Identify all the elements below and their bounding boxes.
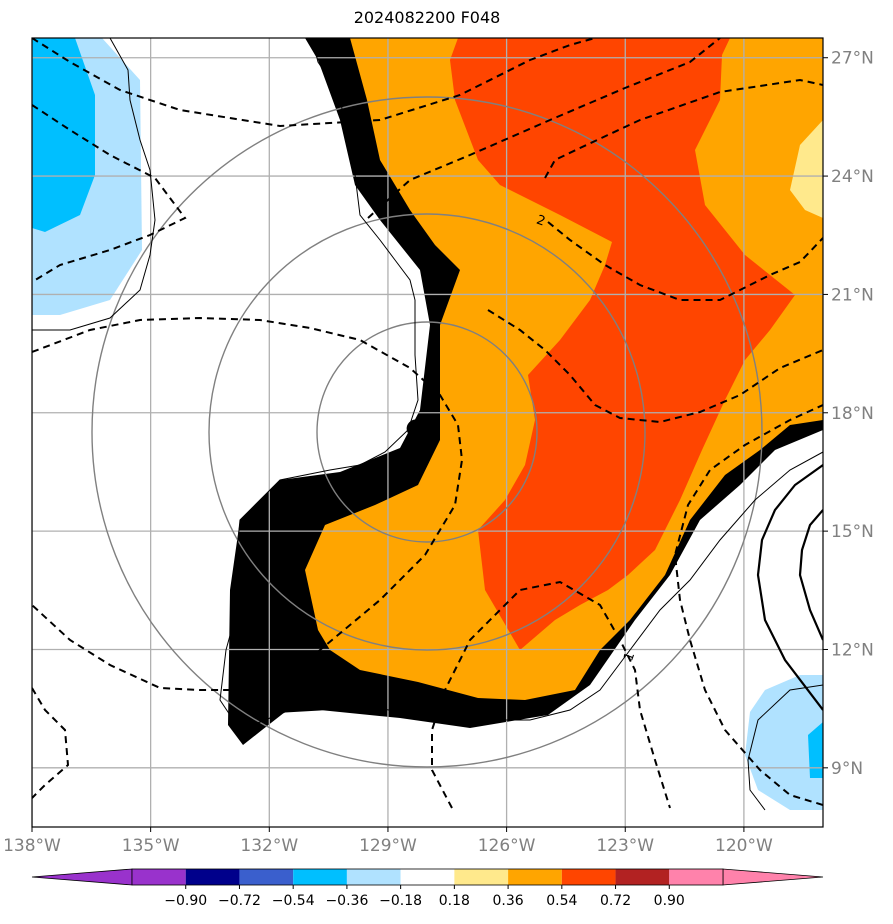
colorbar-tick-label: −0.18 bbox=[379, 893, 422, 909]
lon-tick-label: 129°W bbox=[359, 836, 417, 856]
colorbar-segment bbox=[669, 869, 723, 885]
lat-tick-label: 15°N bbox=[831, 522, 874, 542]
lat-tick-label: 12°N bbox=[831, 640, 874, 660]
colorbar-tick-label: −0.90 bbox=[164, 893, 207, 909]
shading-yellow-east-patch bbox=[790, 120, 823, 218]
colorbar-frame bbox=[131, 868, 724, 886]
thin-contours bbox=[32, 38, 823, 811]
dashed-contours bbox=[32, 38, 823, 809]
lat-tick-label: 21°N bbox=[831, 285, 874, 305]
colorbar-tick-label: 0.72 bbox=[600, 893, 631, 909]
storm-center-marker bbox=[406, 419, 425, 438]
lon-tick-label: 132°W bbox=[240, 836, 298, 856]
axis-ticks: 138°W 135°W 132°W 129°W 126°W 123°W 120°W 27°N 2… bbox=[3, 49, 874, 856]
colorbar-tick-label: 0.18 bbox=[439, 893, 470, 909]
colorbar-segment bbox=[561, 869, 616, 885]
lat-tick-label: 27°N bbox=[831, 49, 874, 69]
colorbar-extend-high bbox=[722, 868, 824, 886]
colorbar-tick-label: −0.36 bbox=[325, 893, 368, 909]
shading-red-orange bbox=[450, 38, 795, 650]
map-plot-area: 2 1 bbox=[32, 38, 823, 827]
lon-tick-label: 138°W bbox=[3, 836, 61, 856]
lat-tick-label: 24°N bbox=[831, 167, 874, 187]
colorbar-segment bbox=[454, 869, 509, 885]
colorbar-tick-label: 0.54 bbox=[546, 893, 577, 909]
colorbar-segment bbox=[239, 869, 294, 885]
colorbar-segment bbox=[185, 869, 240, 885]
lon-tick-label: 126°W bbox=[478, 836, 536, 856]
lon-tick-label: 123°W bbox=[596, 836, 654, 856]
colorbar-segment bbox=[615, 869, 670, 885]
colorbar: −0.90 −0.72 −0.54 −0.36 −0.18 0.18 0.36 0.54 0.7… bbox=[31, 868, 824, 909]
colorbar-segment bbox=[400, 869, 455, 885]
shading-light-blue-se bbox=[745, 675, 823, 810]
range-rings bbox=[91, 96, 763, 768]
colorbar-segment bbox=[508, 869, 562, 885]
lon-tick-label: 135°W bbox=[122, 836, 180, 856]
colorbar-tick-label: 0.90 bbox=[654, 893, 685, 909]
lat-tick-label: 9°N bbox=[831, 759, 863, 779]
chart-title: 2024082200 F048 bbox=[353, 8, 501, 27]
colorbar-segment bbox=[346, 869, 401, 885]
colorbar-tick-label: −0.54 bbox=[272, 893, 315, 909]
thick-contours bbox=[756, 464, 823, 711]
map-frame bbox=[31, 37, 824, 828]
colorbar-extend-low bbox=[31, 868, 133, 886]
gridlines bbox=[32, 38, 823, 827]
colorbar-tick-label: −0.72 bbox=[218, 893, 261, 909]
lon-tick-label: 120°W bbox=[715, 836, 773, 856]
colorbar-tick-label: 0.36 bbox=[493, 893, 524, 909]
colorbar-segment bbox=[293, 869, 347, 885]
lat-tick-label: 18°N bbox=[831, 404, 874, 424]
colorbar-segment bbox=[132, 869, 186, 885]
